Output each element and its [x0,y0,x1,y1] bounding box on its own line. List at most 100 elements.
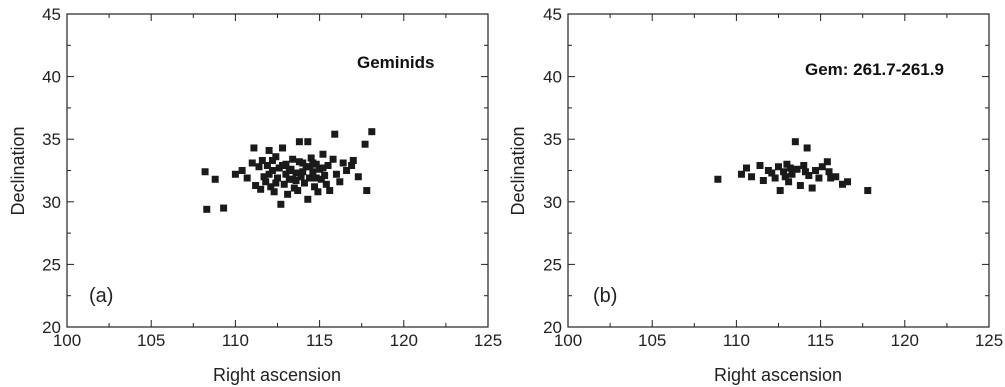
x-tick-label: 125 [975,331,1003,350]
x-tick-label: 120 [891,331,919,350]
data-point [864,187,872,195]
data-point [277,200,285,208]
data-point [299,168,307,176]
data-point [243,174,251,182]
data-point [815,174,823,182]
x-tick-label: 115 [807,331,834,350]
x-tick-label: 110 [723,331,750,350]
data-point [791,138,799,146]
chart-annotation: Gem: 261.7-261.9 [805,60,944,79]
x-tick-label: 105 [638,331,666,350]
x-axis-title: Right ascension [714,365,842,385]
data-point [331,130,339,138]
data-point [823,158,831,166]
data-point [285,167,293,174]
data-point [284,190,292,198]
y-tick-labels: 20 25 30 35 40 45 [543,5,562,337]
data-point [788,170,796,178]
data-point [796,182,804,190]
data-point [743,164,751,172]
y-tick-labels: 20 25 30 35 40 45 [42,5,61,337]
tick-marks [66,13,489,328]
data-point [748,173,756,181]
data-point [250,144,258,152]
data-point [274,174,281,182]
data-point [272,153,280,161]
data-point [768,169,776,177]
y-tick-label: 40 [543,68,562,87]
data-point [262,178,270,186]
data-point [361,140,369,148]
data-point [783,160,791,168]
data-point [203,205,211,213]
y-axis-title: Declination [508,126,528,215]
data-point [785,178,793,186]
data-point [348,161,356,169]
x-tick-labels: 100 105 110 115 120 125 [554,331,1003,350]
data-point [805,172,813,180]
data-point [844,178,852,186]
data-point [759,177,767,185]
data-point [267,183,275,191]
y-tick-label: 45 [42,5,61,24]
y-axis-title: Declination [8,126,28,215]
data-point [258,156,266,164]
x-tick-label: 100 [554,331,582,350]
data-point [201,168,209,176]
data-point [260,173,268,181]
x-tick-label: 105 [137,331,165,350]
data-point [300,179,308,187]
data-point [336,178,344,186]
x-tick-labels: 100 105 110 115 120 125 [53,331,502,350]
y-tick-label: 35 [543,130,562,149]
x-tick-label: 120 [390,331,418,350]
data-point [800,161,808,169]
data-point [279,144,287,152]
data-point [304,138,312,146]
data-point [220,204,228,212]
y-tick-label: 20 [42,318,61,337]
data-point [838,180,846,188]
data-point [270,188,278,196]
data-points [201,128,376,213]
data-point [309,159,317,167]
data-point [282,170,290,178]
data-point [803,144,811,152]
scatter-panel-b: 100 105 110 115 120 125 20 25 30 35 40 45 (b) Gem:… [508,5,1003,385]
data-point [295,158,303,166]
data-point [756,161,764,169]
data-point [265,170,273,178]
data-point [324,161,332,169]
data-point [312,174,320,182]
data-point [771,174,779,182]
data-point [343,167,351,174]
data-point [263,161,271,169]
data-point [812,167,820,174]
data-point [326,187,334,195]
y-tick-label: 25 [543,255,562,274]
data-point [305,163,313,171]
data-point [272,179,280,187]
data-point [238,167,246,174]
data-point [289,155,297,163]
data-point [775,163,782,171]
scatter-panel-a: 100 105 110 115 120 125 20 25 30 35 40 45 (a) Gemi… [8,5,502,385]
data-point [319,150,327,158]
data-point [317,175,325,183]
y-tick-label: 45 [543,5,562,24]
data-point [781,173,789,181]
data-point [252,182,260,190]
data-points [714,138,872,195]
y-tick-label: 20 [543,318,562,337]
data-point [321,172,329,180]
data-point [780,168,788,176]
data-point [265,146,273,154]
data-point [776,187,784,195]
data-point [248,159,256,167]
data-point [311,183,319,191]
y-tick-label: 40 [42,68,61,87]
x-tick-label: 115 [306,331,333,350]
data-point [304,195,312,203]
data-point [231,170,239,178]
